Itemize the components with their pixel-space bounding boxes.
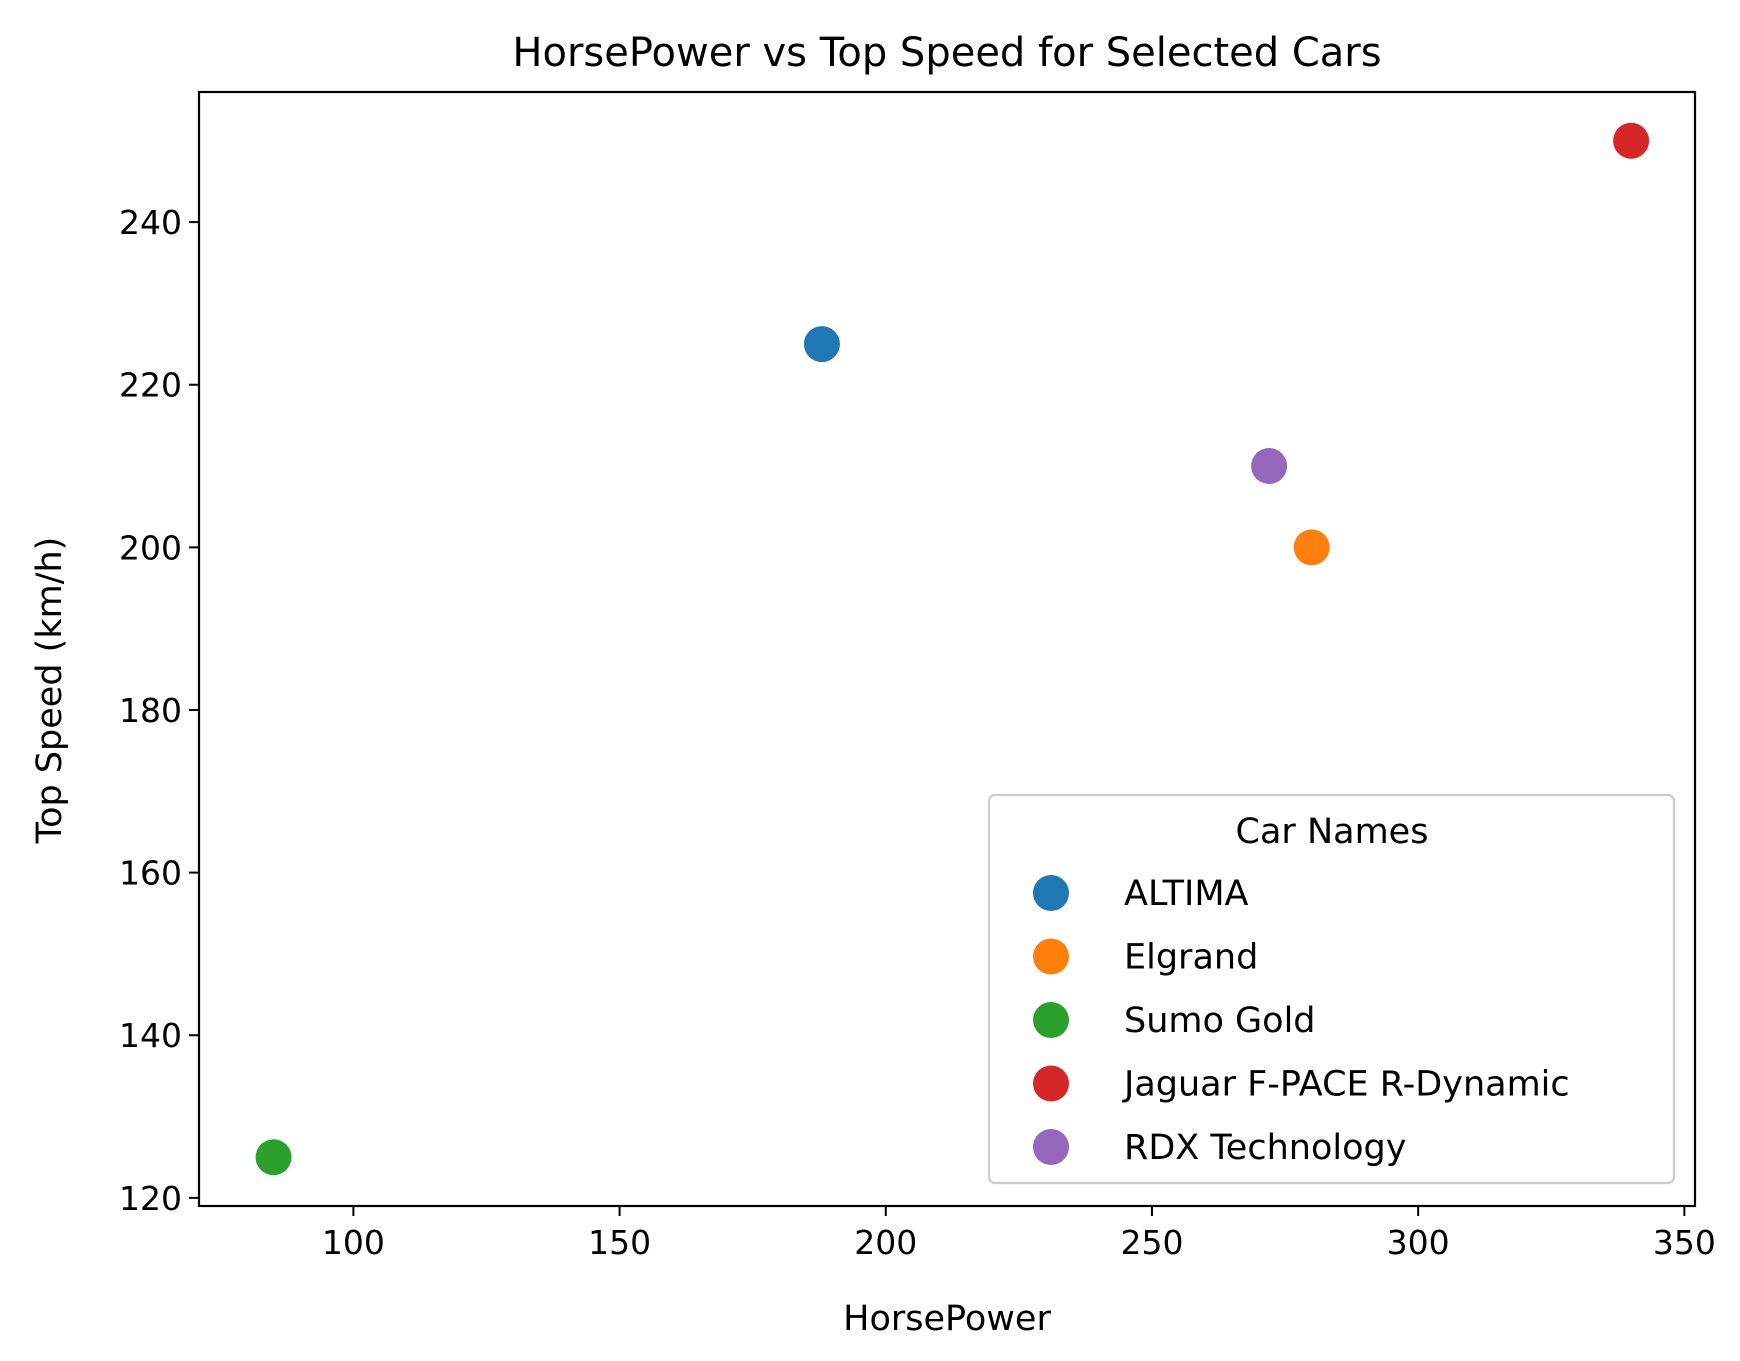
axes: 100 150 200 250 300 350 120 140 160 180 200 220 240	[119, 90, 1716, 1262]
data-point	[1293, 529, 1330, 566]
legend-marker	[1033, 938, 1069, 975]
x-tick-label: 350	[1653, 1223, 1716, 1262]
x-tick-label: 100	[322, 1223, 385, 1262]
y-tick-label: 120	[119, 1179, 182, 1218]
legend-box	[987, 793, 1676, 1185]
legend-marker	[1033, 1065, 1069, 1102]
legend-label: Jaguar F-PACE R-Dynamic	[1122, 1065, 1570, 1105]
plot-frame	[197, 90, 1697, 1208]
chart-title: HorsePower vs Top Speed for Selected Car…	[512, 30, 1381, 76]
legend-label: Elgrand	[1124, 938, 1258, 978]
x-tick-label: 250	[1120, 1223, 1183, 1262]
y-tick-label: 220	[119, 366, 182, 405]
x-tick-label: 300	[1387, 1223, 1450, 1262]
y-axis-label: Top Speed (km/h)	[30, 537, 70, 845]
legend-marker	[1033, 1129, 1069, 1165]
y-tick-label: 160	[119, 854, 182, 893]
data-points	[255, 122, 1650, 1176]
data-point	[1251, 448, 1288, 485]
legend-label: RDX Technology	[1124, 1128, 1406, 1168]
legend-marker	[1033, 1002, 1069, 1038]
y-tick-label: 240	[119, 203, 182, 242]
x-axis-label: HorsePower	[843, 1299, 1051, 1339]
y-tick-label: 200	[119, 528, 182, 567]
data-point	[1613, 122, 1650, 159]
legend-label: ALTIMA	[1124, 874, 1249, 914]
legend: Car Names ALTIMA Elgrand Sumo Gold Jaguar F-…	[987, 793, 1676, 1185]
x-tick-label: 200	[854, 1223, 917, 1262]
y-tick-label: 180	[119, 691, 182, 730]
data-point	[803, 326, 840, 363]
legend-title: Car Names	[1236, 812, 1429, 852]
data-point	[255, 1139, 292, 1176]
y-tick-label: 140	[119, 1016, 182, 1055]
x-tick-label: 150	[588, 1223, 651, 1262]
legend-marker	[1033, 875, 1069, 911]
legend-label: Sumo Gold	[1124, 1001, 1316, 1041]
